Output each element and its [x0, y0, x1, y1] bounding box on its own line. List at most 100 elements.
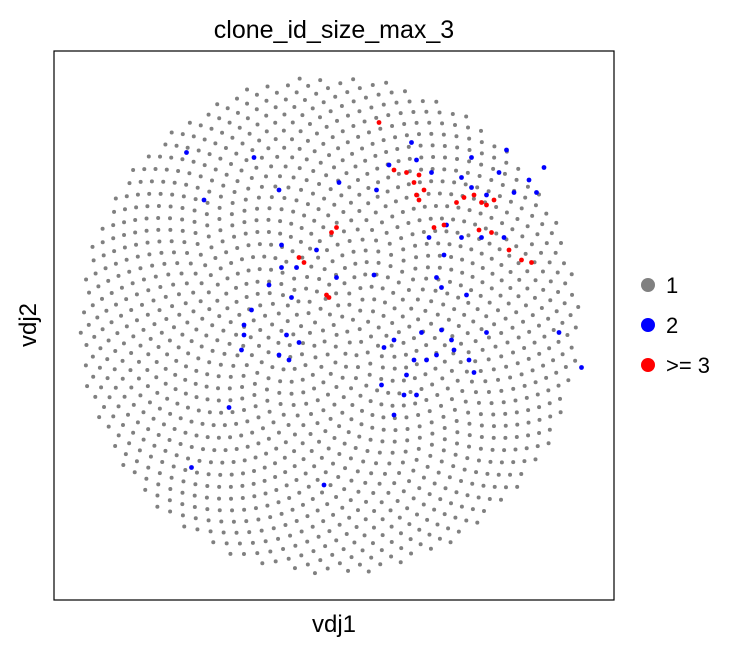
scatter-point: [206, 112, 211, 117]
scatter-point: [439, 216, 444, 221]
scatter-point: [292, 464, 297, 469]
scatter-point: [471, 319, 476, 324]
scatter-point: [423, 308, 428, 313]
scatter-point: [377, 481, 382, 486]
scatter-point: [370, 141, 375, 146]
scatter-point: [90, 354, 95, 359]
scatter-point: [519, 472, 524, 477]
scatter-point: [327, 312, 332, 317]
scatter-point: [479, 435, 484, 440]
scatter-point: [425, 464, 430, 469]
scatter-point: [325, 566, 330, 571]
scatter-point: [180, 206, 185, 210]
scatter-point: [134, 318, 139, 323]
scatter-point: [514, 310, 519, 315]
scatter-point: [336, 180, 342, 185]
scatter-point: [365, 171, 370, 176]
scatter-point: [396, 159, 401, 164]
scatter-point: [339, 193, 344, 198]
scatter-point: [551, 328, 556, 333]
scatter-point: [445, 204, 450, 209]
scatter-point: [415, 512, 419, 517]
scatter-point: [163, 142, 168, 147]
scatter-point: [321, 380, 326, 385]
scatter-point: [123, 452, 128, 457]
scatter-point: [429, 321, 434, 326]
scatter-point: [197, 458, 202, 463]
scatter-point: [465, 493, 470, 498]
scatter-point: [147, 252, 152, 257]
scatter-point: [131, 334, 136, 339]
scatter-point: [391, 167, 397, 173]
scatter-point: [168, 227, 173, 232]
scatter-point: [474, 470, 479, 475]
scatter-point: [239, 168, 244, 173]
scatter-point: [177, 312, 182, 317]
scatter-point: [464, 114, 469, 119]
scatter-point: [363, 517, 368, 522]
scatter-point: [219, 410, 224, 415]
scatter-point: [339, 103, 344, 108]
scatter-point: [146, 154, 151, 159]
scatter-point: [282, 196, 287, 201]
scatter-point: [280, 293, 285, 298]
scatter-point: [304, 157, 309, 162]
scatter-point: [414, 192, 419, 198]
scatter-point: [276, 500, 281, 505]
scatter-point: [330, 135, 335, 140]
scatter-point: [451, 217, 456, 222]
scatter-point: [147, 191, 152, 196]
scatter-point: [437, 536, 442, 541]
scatter-point: [535, 444, 540, 449]
scatter-point: [113, 196, 118, 201]
scatter-point: [266, 217, 271, 222]
scatter-point: [169, 155, 174, 160]
scatter-point: [370, 412, 375, 417]
scatter-point: [371, 309, 376, 314]
scatter-point: [492, 155, 497, 160]
scatter-point: [308, 431, 313, 436]
scatter-point: [380, 365, 385, 370]
scatter-point: [432, 335, 437, 340]
scatter-point: [174, 358, 179, 363]
scatter-point: [345, 113, 350, 118]
scatter-point: [368, 437, 373, 442]
legend-label-1: 1: [666, 273, 678, 298]
scatter-point: [180, 217, 185, 222]
scatter-point: [442, 437, 447, 442]
scatter-point: [276, 352, 282, 358]
scatter-point: [267, 291, 272, 296]
scatter-point: [224, 541, 229, 546]
scatter-point: [526, 433, 531, 438]
scatter-point: [461, 195, 467, 200]
scatter-point: [404, 133, 409, 138]
scatter-point: [333, 360, 338, 365]
scatter-point: [289, 295, 294, 300]
scatter-point: [269, 164, 274, 169]
scatter-point: [471, 370, 477, 375]
scatter-point: [465, 170, 470, 175]
scatter-point: [192, 208, 197, 213]
scatter-point: [152, 322, 157, 327]
scatter-point: [416, 317, 421, 322]
scatter-point: [501, 400, 506, 405]
scatter-point: [428, 546, 433, 551]
scatter-point: [217, 314, 222, 319]
scatter-point: [106, 424, 111, 429]
scatter-point: [492, 144, 497, 149]
scatter-point: [229, 472, 234, 477]
scatter-point: [294, 477, 299, 482]
scatter-point: [475, 185, 480, 190]
scatter-point: [184, 182, 189, 187]
scatter-point: [162, 261, 167, 266]
scatter-point: [536, 323, 541, 328]
scatter-point: [504, 364, 509, 369]
scatter-point: [548, 414, 553, 419]
scatter-point: [495, 308, 500, 313]
scatter-point: [506, 247, 512, 253]
scatter-point: [508, 199, 513, 204]
scatter-point: [121, 462, 126, 467]
scatter-point: [459, 235, 464, 240]
scatter-point: [216, 374, 221, 379]
scatter-point: [167, 498, 172, 503]
